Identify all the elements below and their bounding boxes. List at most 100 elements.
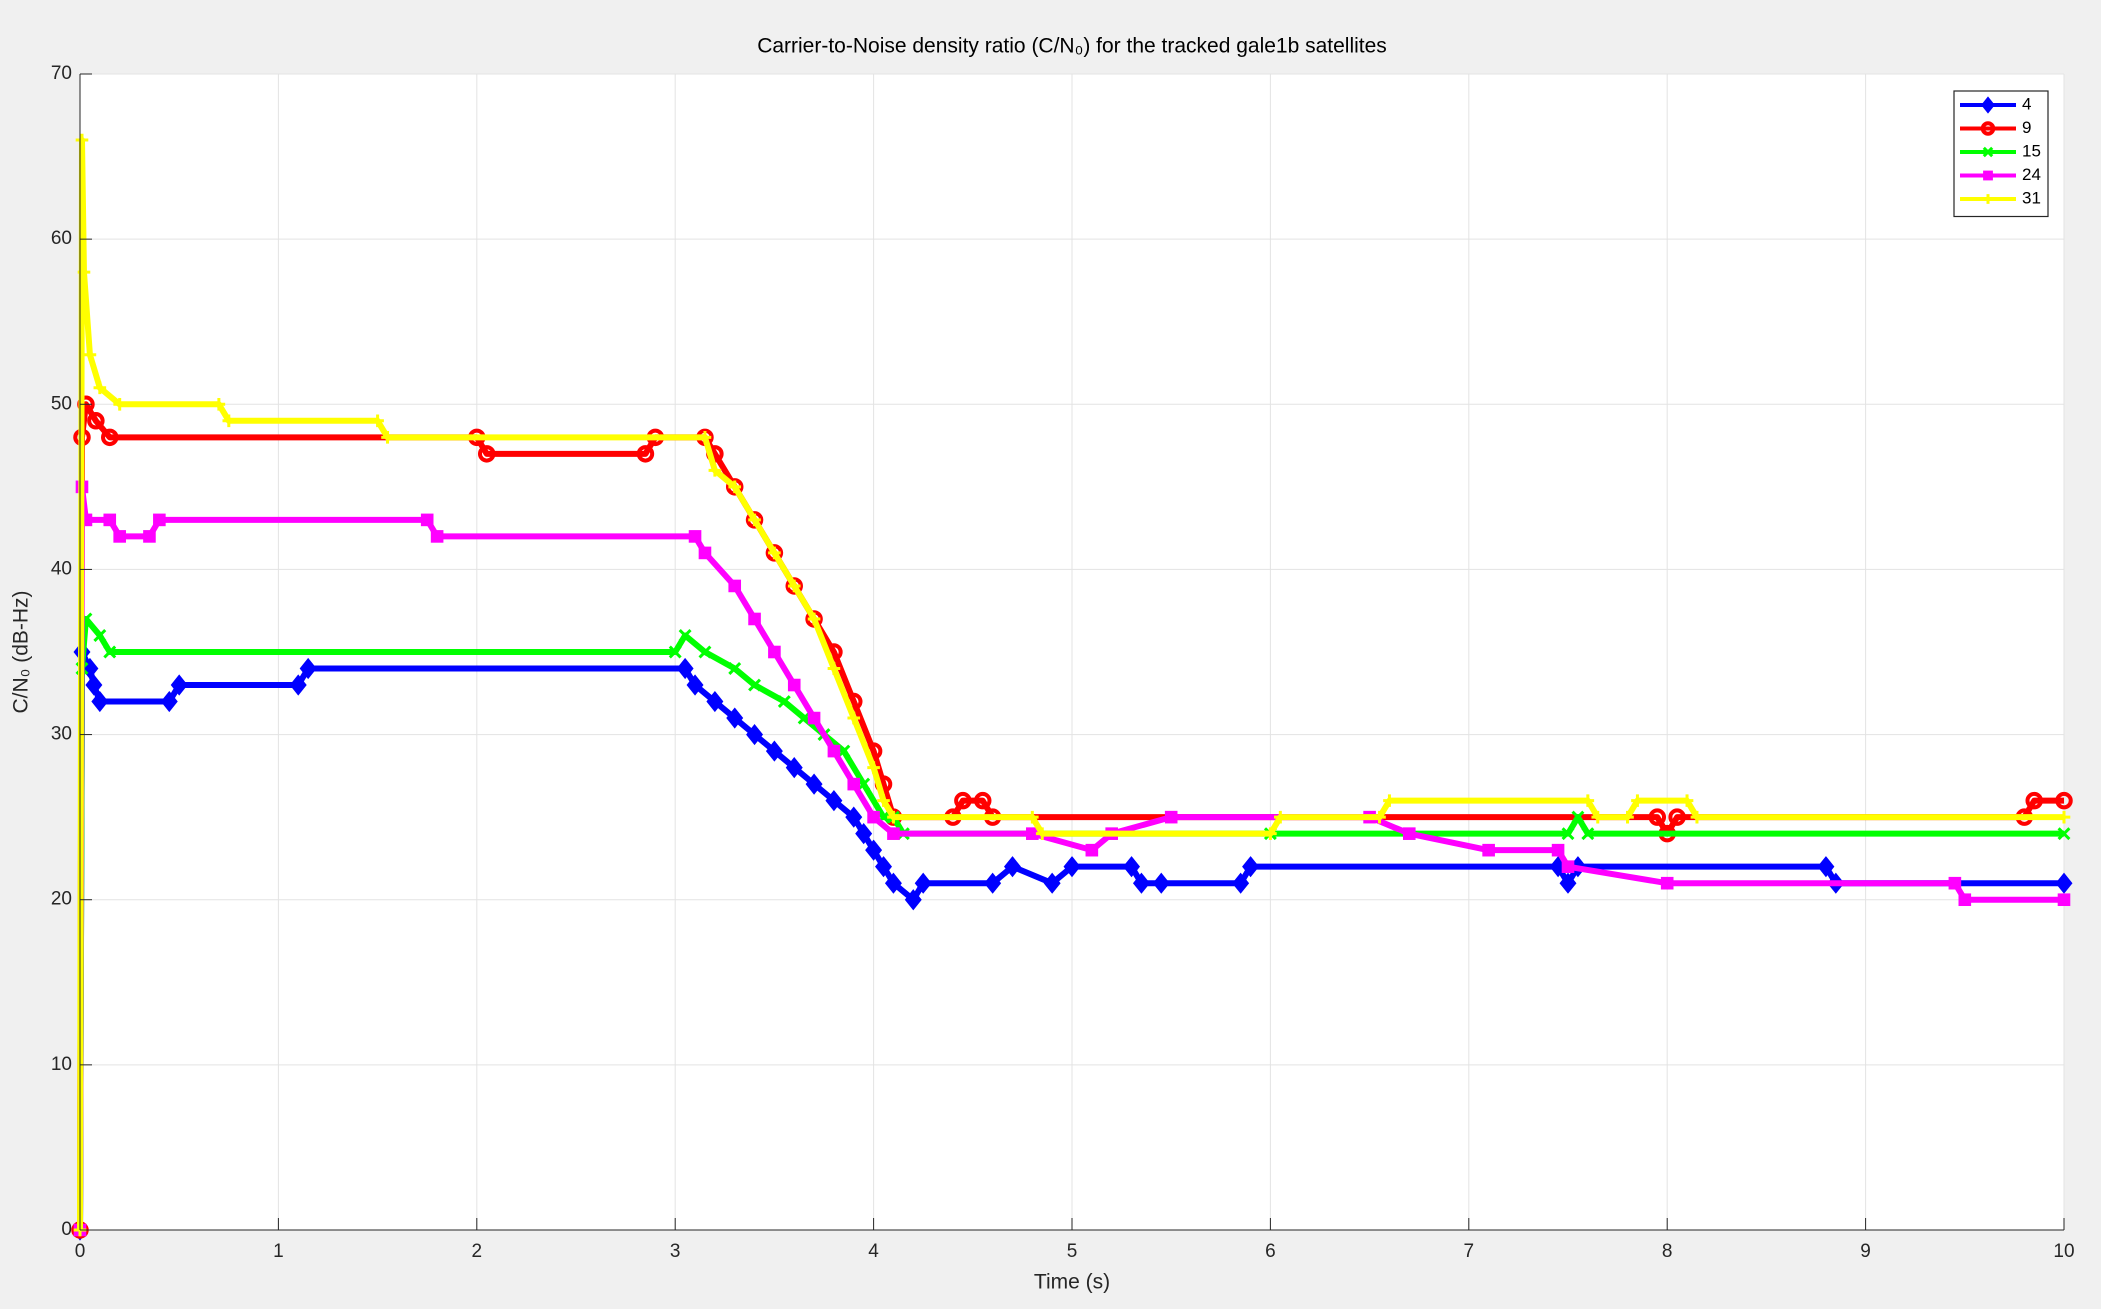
- marker: [708, 464, 722, 477]
- marker: [904, 889, 922, 911]
- marker: [865, 839, 883, 861]
- marker: [1026, 810, 1039, 824]
- marker: [1085, 843, 1099, 857]
- marker: [1561, 860, 1575, 873]
- x-tick-label: 0: [75, 1241, 86, 1262]
- marker: [87, 412, 105, 430]
- marker: [1232, 872, 1250, 894]
- marker: [1958, 893, 1972, 907]
- x-tick-label: 8: [1662, 1241, 1673, 1262]
- marker: [984, 872, 1002, 894]
- marker: [160, 690, 178, 713]
- marker: [212, 397, 226, 411]
- marker: [1242, 856, 1260, 878]
- marker: [668, 645, 682, 659]
- series-line: [77, 649, 2064, 1231]
- x-tick-label: 10: [2053, 1241, 2074, 1262]
- marker: [676, 657, 694, 680]
- marker: [170, 674, 188, 696]
- marker: [1264, 827, 1277, 840]
- marker: [777, 695, 791, 709]
- marker: [768, 546, 781, 560]
- legend-label: 24: [2022, 165, 2041, 184]
- y-tick-label: 0: [61, 1219, 72, 1240]
- marker: [1680, 794, 1694, 807]
- marker: [875, 856, 893, 878]
- marker: [807, 711, 821, 725]
- legend: 4 9 15 24 31: [1953, 90, 2049, 218]
- marker: [1164, 810, 1178, 824]
- y-tick-label: 60: [51, 228, 72, 249]
- marker: [765, 740, 783, 762]
- x-tick-label: 6: [1265, 1241, 1276, 1262]
- axes: 0 1 2 3 4 5 6 7 8 9 10 0 10 20 30 40 50 60 70: [51, 63, 2075, 1262]
- marker: [847, 711, 861, 725]
- marker: [1274, 810, 1287, 824]
- marker: [1983, 170, 1993, 181]
- marker: [1383, 794, 1396, 807]
- marker: [2055, 872, 2073, 894]
- marker: [2057, 810, 2071, 824]
- marker: [1660, 876, 1674, 890]
- marker: [636, 445, 655, 463]
- marker: [787, 678, 801, 692]
- marker: [103, 645, 117, 659]
- marker: [877, 794, 890, 807]
- y-tick-label: 30: [51, 724, 72, 745]
- marker: [1152, 872, 1170, 894]
- marker: [728, 480, 742, 494]
- x-tick-label: 7: [1464, 1241, 1475, 1262]
- marker: [807, 612, 821, 626]
- marker: [698, 431, 712, 444]
- marker: [289, 674, 307, 696]
- marker: [371, 414, 384, 428]
- marker: [884, 872, 902, 894]
- marker: [855, 823, 873, 845]
- x-axis-label: Time (s): [1034, 1271, 1110, 1294]
- x-tick-label: 3: [670, 1241, 681, 1262]
- y-tick-label: 10: [51, 1054, 72, 1075]
- x-tick-label: 4: [868, 1241, 879, 1262]
- marker: [827, 744, 841, 758]
- marker: [1063, 856, 1081, 878]
- marker: [825, 790, 843, 812]
- marker: [2057, 893, 2071, 907]
- legend-label: 9: [2022, 118, 2031, 137]
- marker: [698, 645, 712, 659]
- marker: [805, 773, 823, 795]
- marker: [1817, 856, 1835, 878]
- marker: [93, 381, 107, 395]
- marker: [1690, 810, 1704, 824]
- marker: [1561, 827, 1575, 841]
- marker: [101, 428, 119, 447]
- y-tick-label: 40: [51, 558, 72, 579]
- marker: [83, 348, 97, 362]
- marker: [1551, 843, 1565, 857]
- x-tick-label: 9: [1860, 1241, 1871, 1262]
- marker: [2057, 827, 2071, 841]
- marker: [768, 645, 781, 659]
- marker: [1043, 872, 1061, 894]
- marker: [1621, 810, 1634, 824]
- legend-label: 4: [2022, 94, 2031, 113]
- y-tick-label: 20: [51, 889, 72, 910]
- marker: [837, 744, 851, 758]
- legend-label: 31: [2022, 188, 2041, 207]
- marker: [2025, 791, 2043, 810]
- marker: [857, 777, 871, 791]
- marker: [1980, 121, 1996, 136]
- marker: [2055, 791, 2073, 810]
- marker: [1402, 827, 1416, 840]
- x-tick-label: 1: [273, 1241, 284, 1262]
- marker: [686, 674, 704, 696]
- marker: [748, 678, 762, 692]
- marker: [847, 777, 861, 791]
- marker: [477, 445, 496, 463]
- marker: [1026, 827, 1039, 840]
- marker: [728, 662, 742, 675]
- marker: [765, 544, 784, 562]
- marker: [1482, 843, 1495, 857]
- marker: [728, 579, 742, 593]
- marker: [1668, 808, 1686, 826]
- marker: [1948, 876, 1962, 890]
